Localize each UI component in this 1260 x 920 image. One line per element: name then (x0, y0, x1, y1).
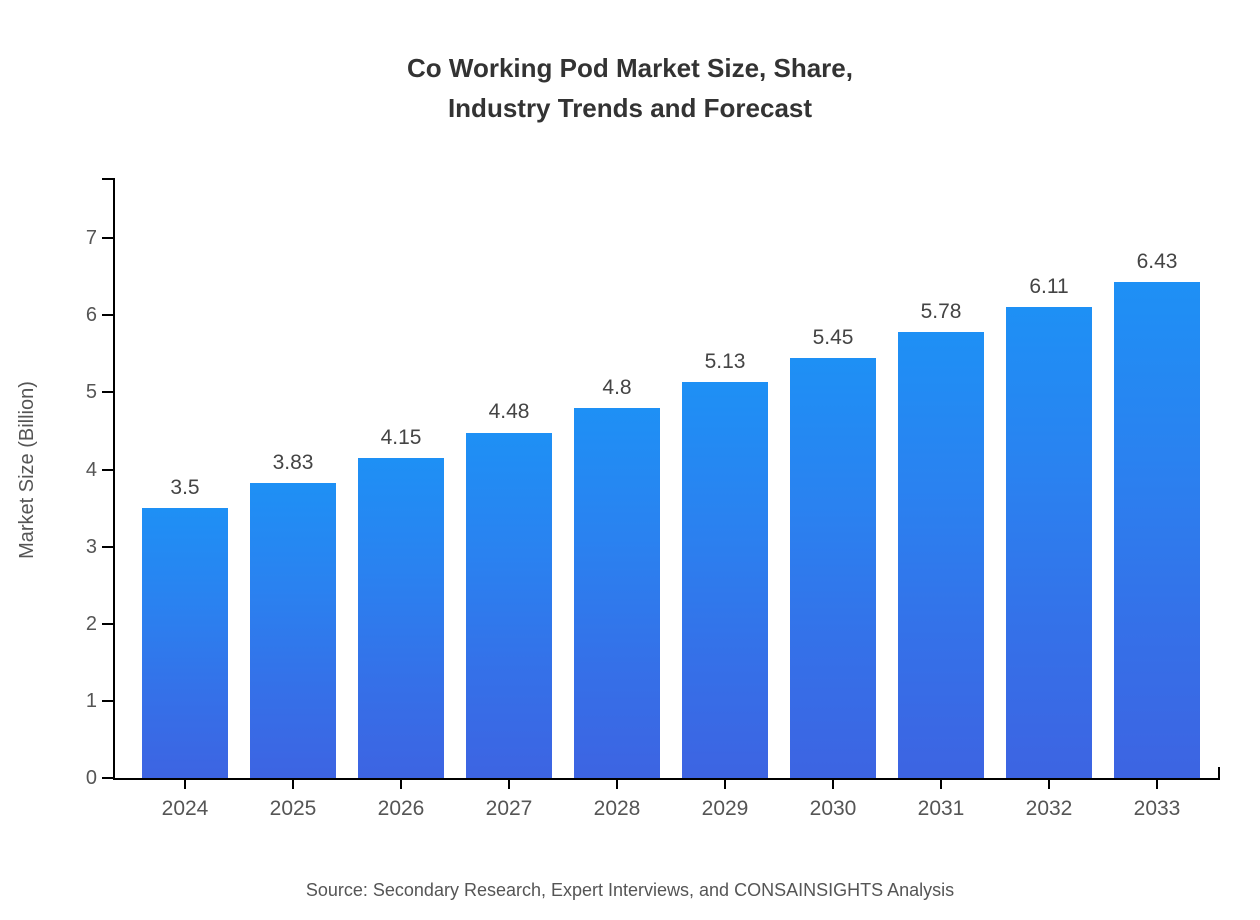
y-axis-tick-label: 3 (85, 535, 97, 558)
x-axis-tick (1156, 778, 1158, 789)
bar[interactable] (358, 457, 444, 778)
x-axis-tick-label: 2032 (1025, 797, 1073, 820)
x-axis-tick (1048, 778, 1050, 789)
x-axis-tick (400, 778, 402, 789)
y-axis-tick (102, 777, 113, 779)
x-axis-tick (832, 778, 834, 789)
x-axis-tick-label: 2031 (917, 797, 965, 820)
bar[interactable] (574, 407, 660, 778)
y-axis-top-cap (102, 178, 115, 180)
bar[interactable] (466, 432, 552, 778)
chart-title-line-1: Co Working Pod Market Size, Share, (407, 53, 853, 83)
bar-value-label: 5.78 (920, 300, 962, 324)
y-axis-tick-label: 1 (85, 689, 97, 712)
x-axis-tick (616, 778, 618, 789)
y-axis-label: Market Size (Billion) (16, 381, 38, 559)
bar[interactable] (1114, 282, 1200, 778)
y-axis-tick-label: 5 (85, 381, 97, 404)
x-axis-line (113, 778, 1220, 780)
x-axis-tick-label: 2027 (485, 797, 533, 820)
x-axis-tick (184, 778, 186, 789)
x-axis-tick-label: 2028 (593, 797, 641, 820)
y-axis-tick-label: 6 (85, 304, 97, 327)
bar[interactable] (250, 482, 336, 778)
source-note: Source: Secondary Research, Expert Inter… (305, 880, 955, 900)
x-axis-tick (292, 778, 294, 789)
x-axis-tick-label: 2029 (701, 797, 749, 820)
bar-value-label: 5.13 (704, 350, 746, 374)
bar[interactable] (682, 382, 768, 778)
x-axis-tick (940, 778, 942, 789)
y-axis-tick-label: 4 (85, 458, 97, 481)
x-axis-tick (724, 778, 726, 789)
y-axis-tick-label: 2 (85, 612, 97, 635)
bar[interactable] (1006, 306, 1092, 778)
bar[interactable] (790, 357, 876, 778)
plot-area: 0 1 2 3 4 5 6 7 2024 2025 2026 2027 2028 2029 2030 203… (86, 178, 1220, 820)
bar-value-label: 5.45 (812, 325, 854, 349)
y-axis-tick (102, 622, 113, 625)
y-axis-tick-label: 0 (85, 767, 97, 789)
y-axis-tick (102, 391, 113, 394)
x-axis-right-cap (1218, 767, 1220, 780)
bar-value-label: 6.43 (1136, 250, 1178, 274)
y-axis-tick-label: 7 (85, 227, 97, 250)
y-axis-tick (102, 699, 113, 702)
bar-value-label: 3.5 (170, 476, 200, 500)
chart-title-line-2: Industry Trends and Forecast (447, 93, 813, 123)
y-axis-line (113, 178, 115, 780)
bar-value-label: 4.48 (488, 400, 530, 424)
x-axis-tick-label: 2033 (1133, 797, 1181, 820)
x-axis-tick-label: 2024 (161, 797, 209, 820)
x-axis-tick-label: 2030 (809, 797, 857, 820)
bar-value-label: 6.11 (1029, 274, 1069, 298)
bar-value-label: 4.8 (602, 375, 632, 399)
y-axis-tick (102, 468, 113, 471)
x-axis-tick-label: 2025 (269, 797, 317, 820)
bar-value-label: 3.83 (272, 450, 314, 474)
x-axis-tick-label: 2026 (377, 797, 425, 820)
y-axis-tick (102, 237, 113, 240)
x-axis-tick (508, 778, 510, 789)
page-title: Co Working Pod Market Size, Share, Indus… (0, 48, 1260, 128)
y-axis-tick (102, 545, 113, 548)
bar[interactable] (142, 508, 228, 778)
bar-value-label: 4.15 (380, 425, 422, 449)
y-axis-tick (102, 314, 113, 317)
bar[interactable] (898, 332, 984, 778)
